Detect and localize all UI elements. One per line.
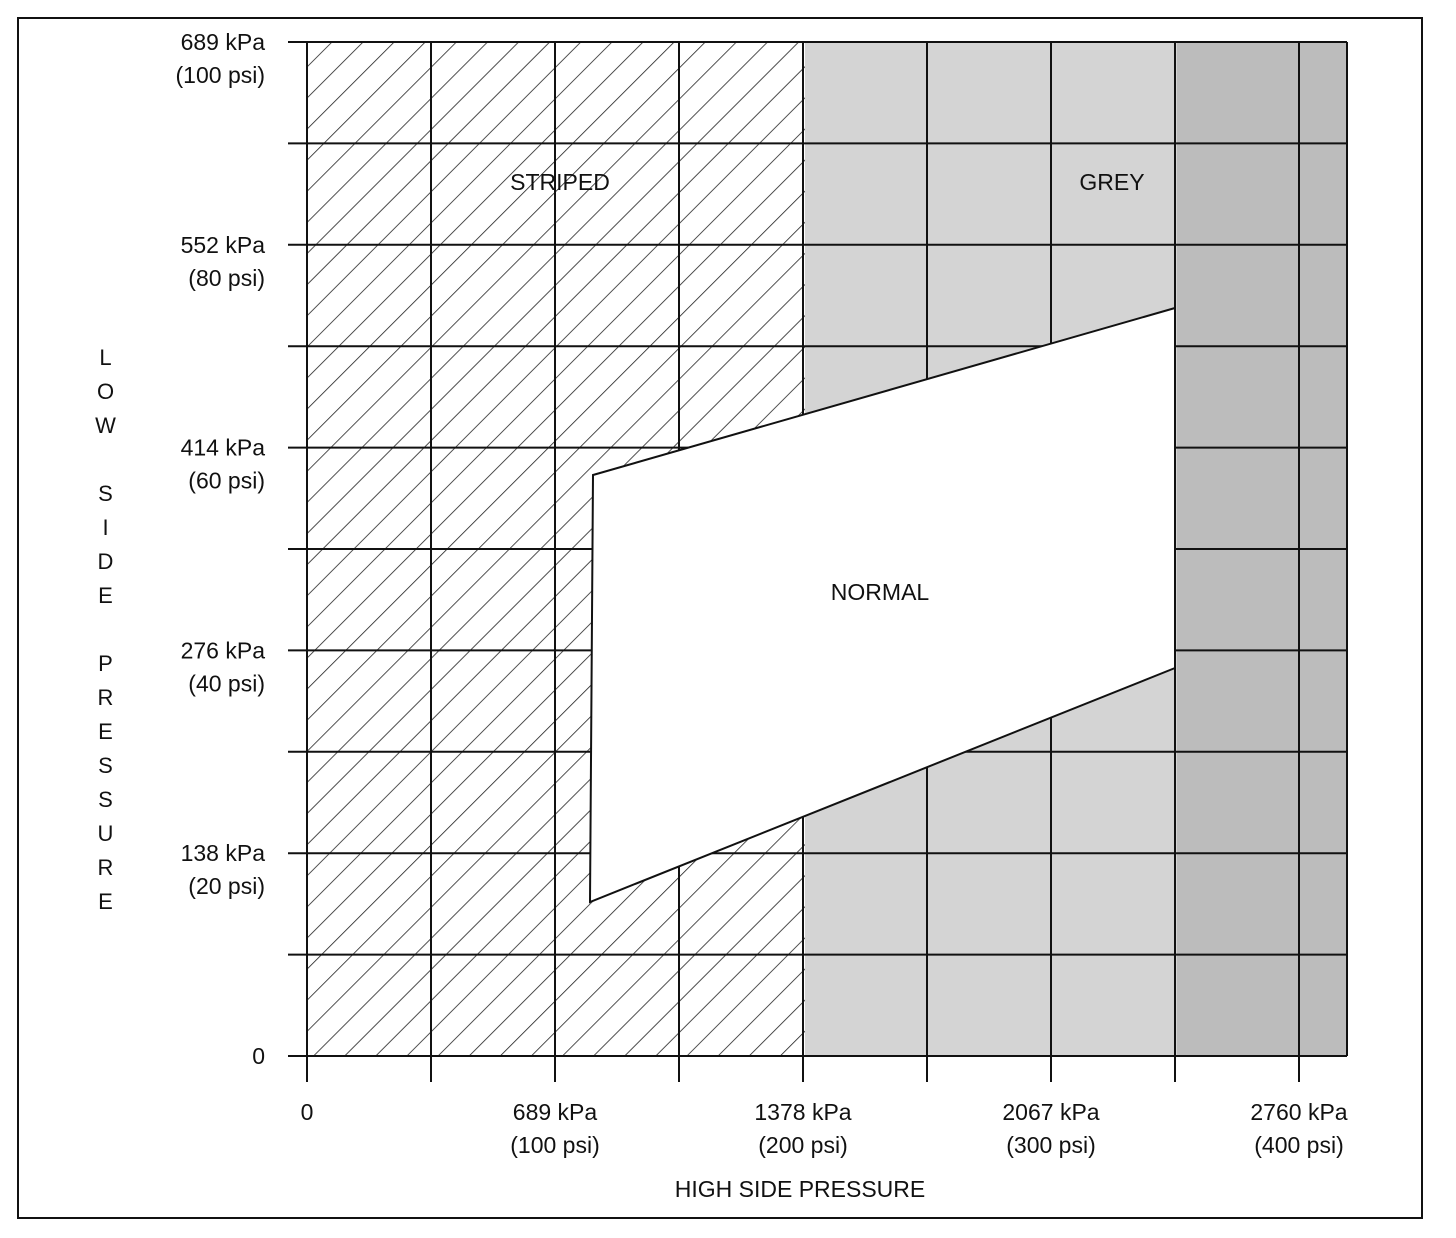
x-tick-label: 1378 kPa [754,1099,851,1125]
x-axis-title: HIGH SIDE PRESSURE [675,1176,926,1202]
x-tick-label: 0 [301,1099,314,1125]
x-tick-label: (300 psi) [1006,1132,1095,1158]
x-tick-label: (100 psi) [510,1132,599,1158]
x-tick-label: 689 kPa [513,1099,598,1125]
y-axis-title: LOW SIDE PRESSURE [93,345,118,923]
normal-label: NORMAL [831,579,930,605]
y-tick-label: 689 kPa [181,29,266,55]
x-tick-label: (200 psi) [758,1132,847,1158]
y-tick-label: 276 kPa [181,637,266,663]
y-tick-label: 0 [252,1043,265,1069]
y-tick-label: 552 kPa [181,232,266,258]
y-tick-label: 138 kPa [181,840,266,866]
x-tick-label: 2760 kPa [1250,1099,1347,1125]
y-tick-label: (100 psi) [176,62,265,88]
y-tick-label: (20 psi) [188,873,265,899]
y-tick-label: (80 psi) [188,265,265,291]
frame [17,17,1423,1219]
y-tick-label: (60 psi) [188,468,265,494]
x-tick-label: 2067 kPa [1002,1099,1099,1125]
normal-region [588,306,1176,904]
y-tick-label: (40 psi) [188,670,265,696]
x-tick-label: (400 psi) [1254,1132,1343,1158]
y-tick-label: 414 kPa [181,435,266,461]
striped-label: STRIPED [510,169,610,195]
grey-label: GREY [1079,169,1144,195]
